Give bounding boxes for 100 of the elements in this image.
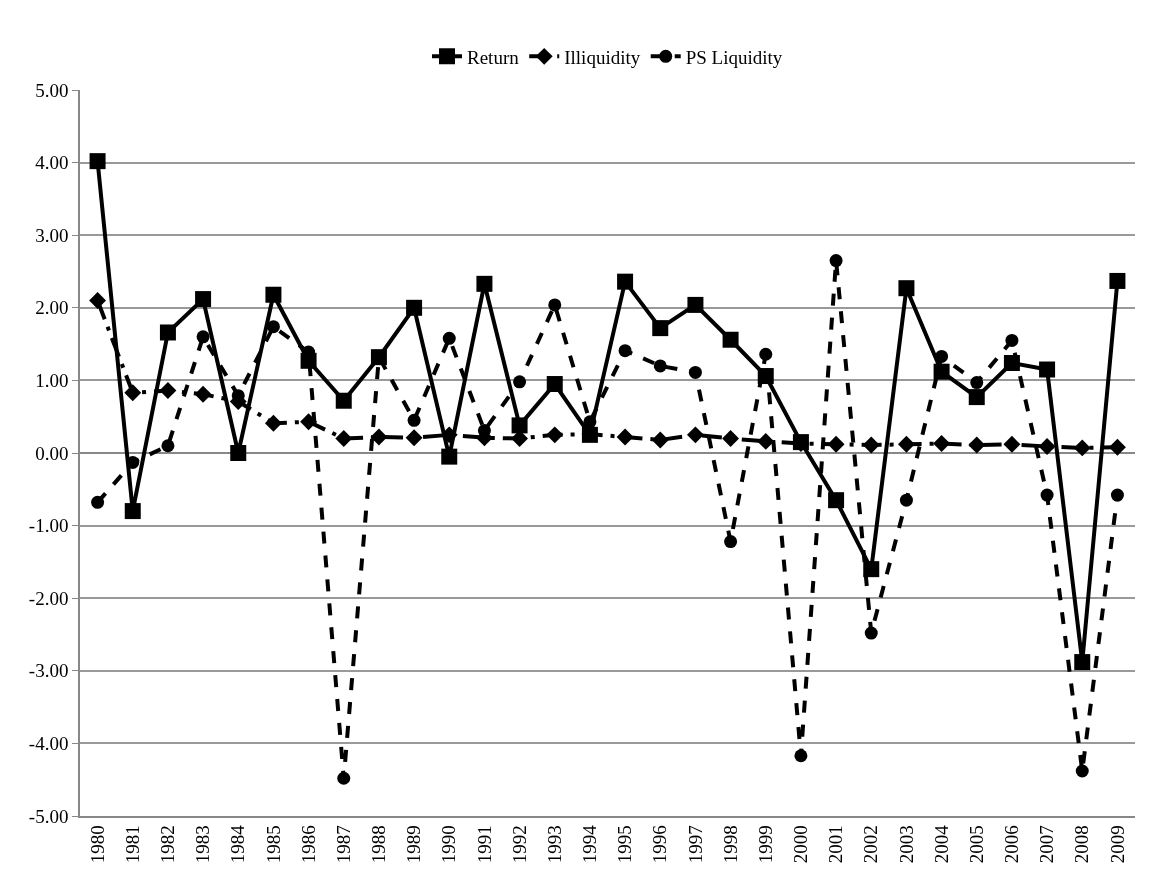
x-tick-label: 1994 — [579, 824, 601, 864]
point — [757, 368, 774, 385]
y-tick-label: -4.00 — [28, 733, 69, 755]
point — [195, 291, 212, 308]
point — [829, 254, 843, 268]
legend-label: Illiquidity — [564, 46, 641, 68]
x-tick-label: 2003 — [895, 825, 917, 864]
point — [651, 431, 669, 449]
y-tick-label: 0.00 — [35, 442, 69, 464]
point — [933, 435, 951, 453]
x-tick-label: 1982 — [157, 825, 179, 864]
point — [159, 324, 176, 341]
point — [264, 414, 282, 432]
point — [617, 273, 634, 290]
point — [370, 428, 388, 446]
point — [1073, 439, 1091, 457]
x-tick-label: 1990 — [438, 825, 460, 864]
point — [897, 435, 915, 453]
point — [1039, 361, 1056, 378]
point — [89, 292, 107, 309]
point — [970, 376, 984, 390]
x-tick-label: 1981 — [121, 825, 143, 864]
point — [1040, 488, 1054, 502]
point — [159, 382, 177, 400]
point — [196, 330, 210, 344]
point — [1005, 333, 1019, 347]
point — [1074, 654, 1091, 671]
x-tick-label: 1998 — [719, 825, 741, 864]
point — [124, 503, 141, 520]
point — [548, 298, 562, 312]
point — [864, 626, 878, 640]
point — [759, 347, 773, 361]
legend-label: PS Liquidity — [685, 46, 783, 68]
point — [161, 439, 175, 453]
point — [862, 436, 880, 454]
x-tick-label: 1988 — [368, 825, 390, 864]
point — [407, 413, 421, 427]
point — [794, 749, 808, 763]
x-tick-label: 1983 — [192, 825, 214, 864]
point — [230, 445, 247, 461]
y-tick-label: 1.00 — [35, 370, 69, 392]
point — [724, 535, 738, 549]
point — [124, 384, 142, 402]
point — [1003, 354, 1020, 371]
x-tick-label: 1999 — [754, 825, 776, 864]
point — [688, 365, 702, 379]
point — [266, 320, 280, 334]
point — [968, 436, 986, 454]
point — [933, 363, 950, 380]
x-tick-label: 2006 — [1001, 825, 1023, 864]
x-tick-label: 2001 — [825, 825, 847, 864]
y-tick-label: -1.00 — [28, 515, 69, 537]
point — [405, 429, 423, 447]
x-tick-label: 1997 — [684, 825, 706, 864]
y-tick-label: 2.00 — [35, 297, 69, 319]
x-tick-label: 1995 — [614, 825, 636, 864]
point — [337, 771, 351, 785]
y-tick-label: 4.00 — [35, 152, 69, 174]
point — [194, 385, 212, 403]
y-tick-label: -2.00 — [28, 587, 69, 609]
point — [335, 430, 353, 447]
x-tick-label: 1984 — [227, 824, 249, 864]
point — [91, 495, 105, 509]
point — [899, 493, 913, 507]
y-tick-label: 3.00 — [35, 224, 69, 246]
y-tick-label: -5.00 — [28, 805, 69, 827]
point — [898, 280, 915, 297]
point — [616, 428, 634, 446]
point — [968, 389, 985, 406]
point — [511, 417, 528, 434]
x-tick-label: 2002 — [860, 825, 882, 864]
point — [618, 344, 632, 358]
point — [300, 413, 318, 431]
point — [335, 392, 352, 409]
x-tick-label: 2005 — [965, 825, 987, 864]
point — [1038, 438, 1056, 455]
x-tick-label: 1992 — [508, 825, 530, 864]
point — [828, 492, 845, 509]
point — [513, 375, 527, 389]
point — [686, 426, 704, 444]
point — [827, 435, 845, 453]
y-tick-label: -3.00 — [28, 660, 69, 682]
point — [476, 275, 493, 292]
point — [265, 286, 282, 303]
point — [687, 296, 704, 313]
x-tick-label: 1996 — [649, 825, 671, 864]
point — [757, 432, 775, 450]
point — [722, 430, 740, 447]
point — [546, 376, 563, 393]
x-tick-label: 2004 — [930, 824, 952, 864]
point — [406, 299, 423, 316]
x-tick-label: 1991 — [473, 825, 495, 864]
y-tick-label: 5.00 — [35, 79, 69, 101]
point — [546, 426, 564, 444]
point — [1075, 764, 1089, 778]
x-tick-label: 2008 — [1071, 825, 1093, 864]
point — [863, 561, 880, 578]
point — [442, 331, 456, 345]
point — [300, 352, 317, 369]
point — [652, 320, 669, 337]
